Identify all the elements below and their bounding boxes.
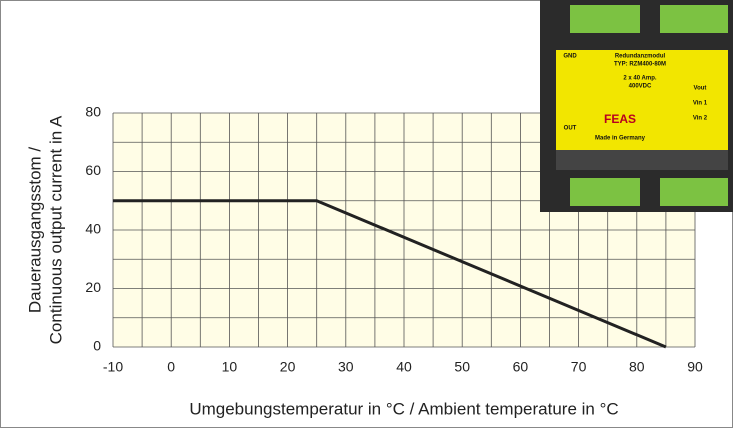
photo-label: 400VDC xyxy=(629,84,652,90)
product-photo: GND Redundanzmodul TYP: RZM400-80M 2 x 40 A… xyxy=(540,0,733,212)
y-tick-label: 80 xyxy=(85,104,101,120)
terminal xyxy=(570,178,640,206)
vents xyxy=(556,150,728,170)
x-tick-label: 10 xyxy=(222,359,238,375)
x-tick-label: -10 xyxy=(103,359,123,375)
x-tick-label: 80 xyxy=(629,359,645,375)
photo-label: Made in Germany xyxy=(595,136,646,142)
terminal xyxy=(660,178,728,206)
x-axis-title: Umgebungstemperatur in °C / Ambient temp… xyxy=(189,399,618,418)
x-tick-label: 40 xyxy=(396,359,412,375)
photo-label: FEAS xyxy=(604,112,636,126)
x-tick-label: 20 xyxy=(280,359,296,375)
chart: Umgebungstemperatur in °C / Ambient temp… xyxy=(0,0,733,428)
photo-label: Redundanzmodul xyxy=(615,54,666,60)
y-tick-label: 60 xyxy=(85,162,101,178)
y-axis-title: Continuous output current in A xyxy=(46,115,65,344)
photo-label: GND xyxy=(563,54,577,60)
photo-label: Vin 1 xyxy=(693,101,708,107)
terminal xyxy=(660,5,728,33)
photo-label: 2 x 40 Amp. xyxy=(623,76,656,82)
y-tick-label: 20 xyxy=(85,279,101,295)
y-tick-label: 0 xyxy=(93,338,101,354)
photo-label: TYP: RZM400-80M xyxy=(614,62,666,68)
x-tick-label: 70 xyxy=(571,359,587,375)
x-tick-label: 30 xyxy=(338,359,354,375)
x-tick-label: 60 xyxy=(513,359,529,375)
x-tick-label: 90 xyxy=(687,359,703,375)
y-tick-label: 40 xyxy=(85,221,101,237)
y-axis-title: Dauerausgangsstom / xyxy=(25,147,44,314)
x-tick-label: 0 xyxy=(167,359,175,375)
terminal xyxy=(570,5,640,33)
x-tick-label: 50 xyxy=(454,359,470,375)
photo-label: Vin 2 xyxy=(693,116,708,122)
photo-label: Vout xyxy=(694,86,707,92)
photo-label: OUT xyxy=(564,126,577,132)
